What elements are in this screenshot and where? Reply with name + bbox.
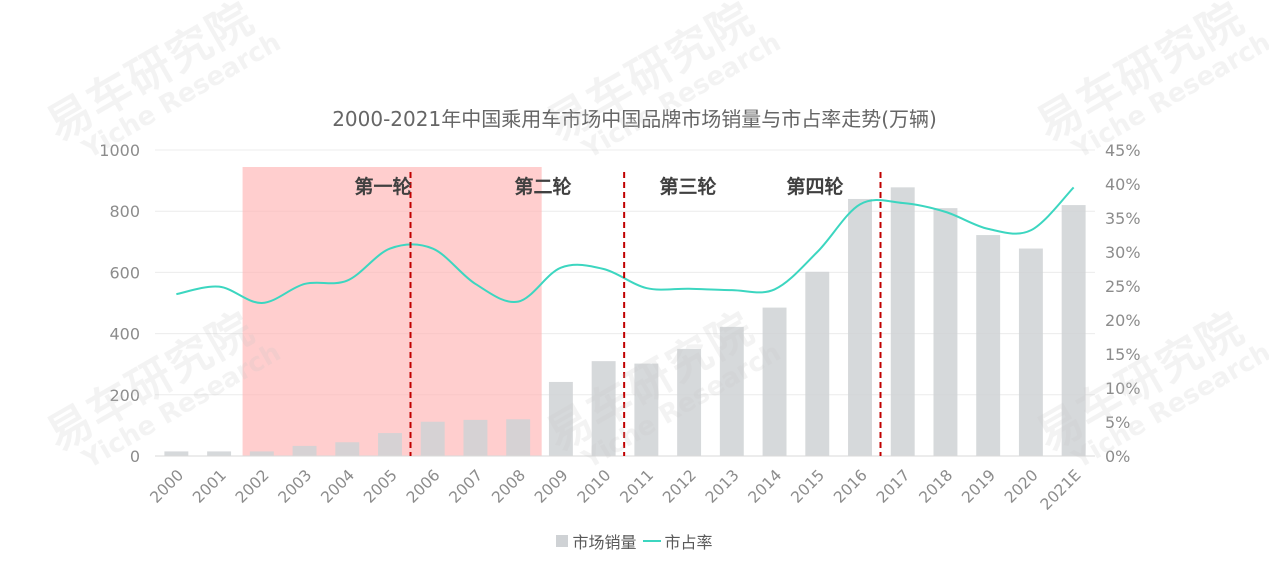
round-label: 第四轮	[786, 175, 843, 198]
right-tick-label: 25%	[1105, 277, 1141, 296]
right-tick-label: 5%	[1105, 413, 1130, 432]
bar	[933, 208, 958, 456]
x-tick-label: 2009	[531, 466, 572, 507]
right-tick-label: 0%	[1105, 447, 1130, 466]
bar	[890, 187, 915, 456]
right-tick-label: 10%	[1105, 379, 1141, 398]
right-tick-label: 20%	[1105, 311, 1141, 330]
x-tick-label: 2000	[147, 466, 188, 507]
legend-item-share[interactable]: 市占率	[642, 529, 713, 553]
legend-label-share: 市占率	[664, 533, 713, 552]
bar	[164, 451, 189, 456]
x-tick-label: 2015	[787, 466, 828, 507]
highlight-region	[242, 167, 542, 456]
bar	[1018, 248, 1043, 456]
left-tick-label: 600	[109, 263, 140, 282]
x-tick-label: 2012	[659, 466, 700, 507]
legend-bar-swatch	[556, 535, 569, 547]
legend: 市场销量 市占率	[0, 529, 1269, 553]
bar	[420, 421, 445, 456]
right-tick-label: 15%	[1105, 345, 1141, 364]
bar	[976, 235, 1001, 456]
bar	[848, 198, 872, 456]
x-tick-label: 2019	[958, 466, 999, 507]
right-tick-label: 30%	[1105, 243, 1141, 262]
right-tick-label: 40%	[1105, 175, 1141, 194]
bar	[292, 445, 317, 456]
bar	[805, 271, 830, 456]
x-tick-label: 2008	[488, 466, 529, 507]
x-tick-label: 2018	[916, 466, 957, 507]
left-tick-label: 1000	[99, 141, 140, 160]
round-label: 第二轮	[514, 175, 571, 198]
bar	[719, 326, 744, 456]
bar	[249, 451, 274, 456]
legend-item-sales[interactable]: 市场销量	[556, 529, 637, 553]
left-tick-label: 800	[109, 202, 140, 221]
left-tick-label: 400	[109, 325, 140, 344]
bar	[378, 433, 402, 456]
x-tick-label: 2004	[317, 466, 358, 507]
bar	[1061, 205, 1086, 456]
bar	[677, 348, 702, 456]
bar	[207, 451, 232, 456]
share-line	[176, 186, 1075, 305]
x-tick-label: 2014	[745, 466, 786, 507]
x-tick-label: 2017	[873, 466, 914, 507]
x-tick-label: 2016	[830, 466, 871, 507]
x-tick-label: 2006	[403, 466, 444, 507]
left-tick-label: 0	[130, 447, 140, 466]
bar	[463, 419, 488, 456]
bar	[591, 361, 616, 456]
round-label: 第一轮	[354, 175, 411, 198]
right-tick-label: 45%	[1105, 141, 1141, 160]
legend-label-sales: 市场销量	[572, 533, 637, 552]
bar	[335, 442, 360, 456]
left-tick-label: 200	[109, 386, 140, 405]
bar	[506, 419, 531, 456]
round-label: 第三轮	[659, 175, 716, 198]
x-tick-label: 2010	[574, 466, 615, 507]
right-tick-label: 35%	[1105, 209, 1141, 228]
bar	[634, 363, 659, 456]
x-tick-label: 2021E	[1037, 466, 1085, 514]
legend-line-swatch	[642, 540, 661, 542]
x-tick-label: 2013	[702, 466, 743, 507]
x-tick-label: 2005	[360, 466, 401, 507]
x-tick-label: 2001	[189, 466, 230, 507]
x-tick-label: 2007	[446, 466, 487, 507]
bar	[762, 307, 787, 456]
x-tick-label: 2020	[1001, 466, 1042, 507]
x-tick-label: 2011	[617, 466, 658, 507]
bar	[548, 381, 573, 456]
x-tick-label: 2002	[232, 466, 273, 507]
chart-title: 2000-2021年中国乘用车市场中国品牌市场销量与市占率走势(万辆)	[332, 107, 937, 131]
x-tick-label: 2003	[275, 466, 316, 507]
